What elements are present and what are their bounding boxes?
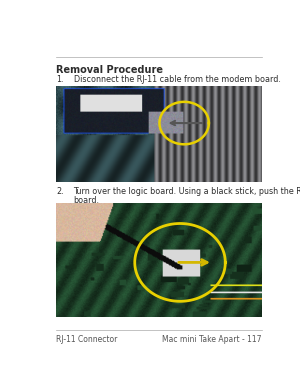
Text: Removal Procedure: Removal Procedure xyxy=(56,65,163,75)
Text: Mac mini Take Apart - 117: Mac mini Take Apart - 117 xyxy=(162,335,262,344)
Text: Disconnect the RJ-11 cable from the modem board.: Disconnect the RJ-11 cable from the mode… xyxy=(74,75,280,84)
Text: Turn over the logic board. Using a black stick, push the RJ-11 connector off the: Turn over the logic board. Using a black… xyxy=(74,187,300,196)
Text: board.: board. xyxy=(74,196,100,205)
Text: 2.: 2. xyxy=(56,187,64,196)
Text: 1.: 1. xyxy=(56,75,64,84)
Text: RJ-11 Connector: RJ-11 Connector xyxy=(56,335,118,344)
